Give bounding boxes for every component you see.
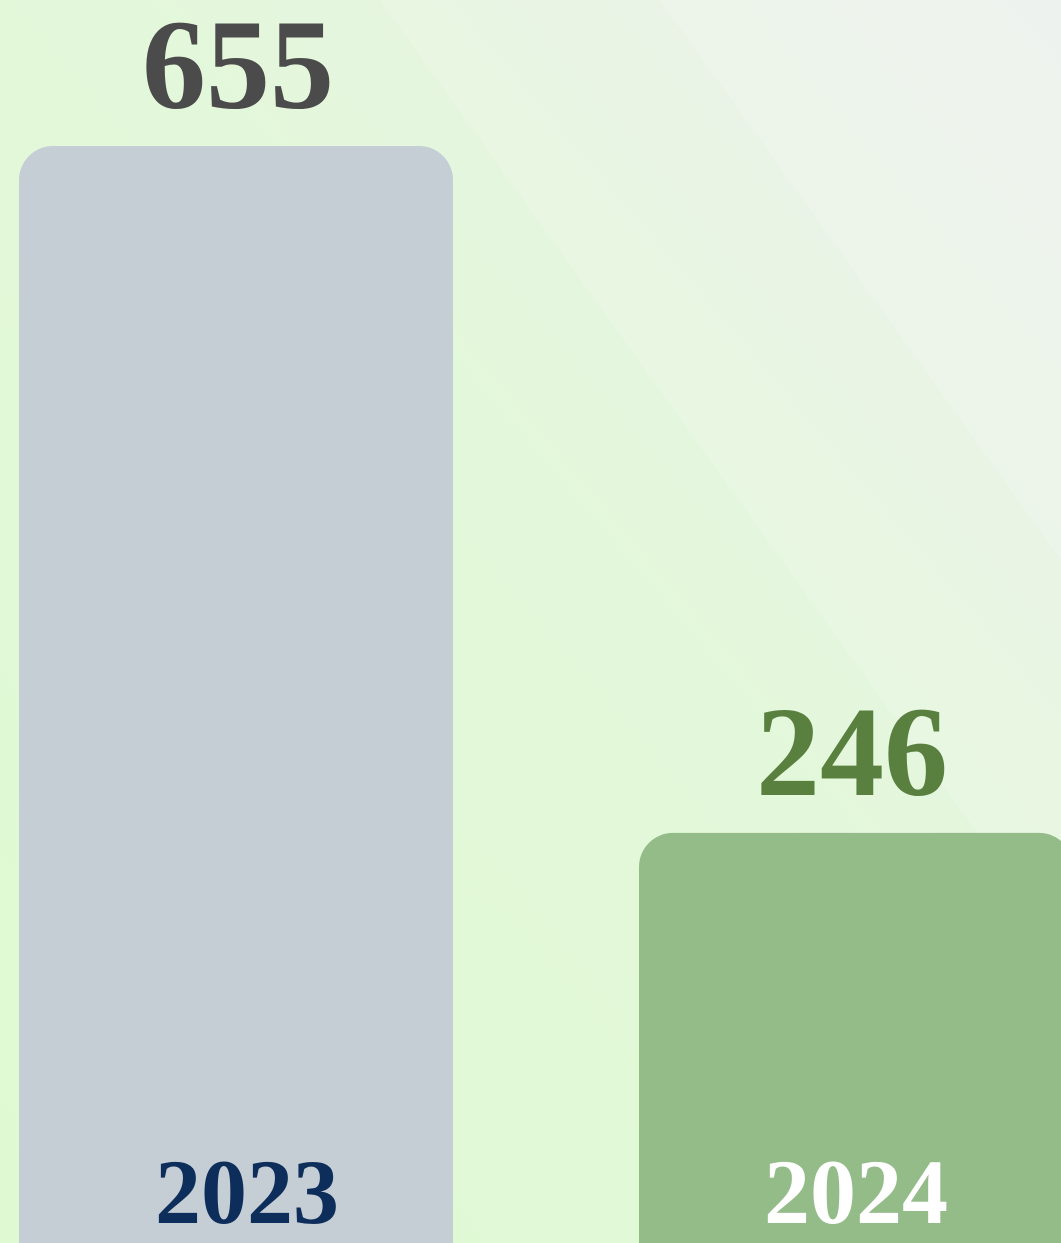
background-stripe [380, 0, 1061, 950]
bar [639, 832, 1061, 1243]
value-label: 246 [756, 681, 948, 823]
bar [19, 146, 453, 1243]
category-label: 2024 [764, 1141, 948, 1243]
value-label: 655 [142, 0, 334, 136]
category-label: 2023 [155, 1141, 339, 1243]
background-stripe [660, 0, 1061, 560]
